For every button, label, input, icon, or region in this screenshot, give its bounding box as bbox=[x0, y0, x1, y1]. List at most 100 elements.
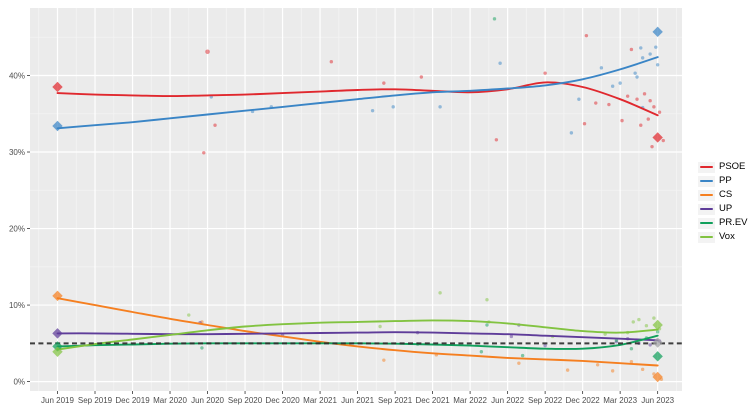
election-marker-start-psoe bbox=[52, 81, 63, 93]
scatter-point-pp bbox=[391, 105, 395, 109]
scatter-point-pp bbox=[635, 75, 639, 79]
series-line-psoe bbox=[56, 81, 659, 117]
scatter-point-vox bbox=[378, 324, 382, 329]
scatter-point-pp bbox=[438, 105, 442, 109]
legend-label-pp: PP bbox=[719, 175, 732, 186]
scatter-point-pp bbox=[599, 66, 604, 70]
scatter-point-psoe bbox=[646, 117, 650, 121]
legend-label-up: UP bbox=[719, 203, 733, 214]
scatter-point-psoe bbox=[594, 101, 598, 105]
scatter-point-up bbox=[509, 334, 514, 339]
scatter-point-pr.ev bbox=[200, 346, 204, 350]
scatter-point-psoe bbox=[382, 81, 386, 85]
scatter-point-cs bbox=[382, 358, 386, 362]
scatter-point-psoe bbox=[620, 118, 624, 123]
scatter-point-pp bbox=[633, 71, 637, 75]
scatter-point-pr.ev bbox=[479, 350, 484, 354]
scatter-point-psoe bbox=[635, 97, 639, 101]
series-line-up bbox=[56, 331, 659, 342]
election-marker-end-psoe bbox=[652, 132, 663, 143]
scatter-point-cs bbox=[595, 363, 600, 367]
scatter-point-pp bbox=[610, 84, 615, 88]
series-line-vox bbox=[56, 319, 659, 351]
scatter-point-psoe bbox=[648, 99, 652, 103]
scatter-point-cs bbox=[517, 361, 521, 365]
legend-item-pp: PP bbox=[698, 175, 748, 187]
scatter-point-psoe bbox=[607, 102, 611, 107]
x-axis-label: Dec 2021 bbox=[415, 396, 450, 405]
scatter-point-pp bbox=[498, 61, 502, 65]
x-axis-label: Sep 2019 bbox=[78, 396, 113, 405]
scatter-point-cs bbox=[640, 367, 645, 372]
x-axis-label: Mar 2020 bbox=[153, 396, 187, 405]
election-marker-start-up bbox=[52, 328, 63, 339]
x-axis-label: Mar 2021 bbox=[303, 396, 337, 405]
series-line-cs bbox=[56, 297, 659, 367]
election-marker-end-up bbox=[652, 337, 663, 348]
legend-item-pr.ev: PR.EV bbox=[698, 217, 748, 229]
election-marker-end-vox bbox=[652, 319, 663, 331]
scatter-point-pr.ev bbox=[655, 330, 660, 334]
legend-swatch-icon bbox=[700, 179, 713, 183]
scatter-point-vox bbox=[187, 313, 191, 317]
legend: PSOE PP CS UP PR.EV Vox bbox=[698, 161, 748, 243]
scatter-point-pr.ev bbox=[520, 353, 525, 358]
x-axis-label: Sep 2021 bbox=[378, 396, 413, 405]
y-axis-label: 20% bbox=[9, 224, 25, 233]
scatter-point-pr.ev bbox=[629, 346, 634, 351]
scatter-point-pp bbox=[569, 131, 574, 135]
y-axis-label: 30% bbox=[9, 148, 25, 157]
scatter-point-vox bbox=[438, 291, 442, 295]
scatter-point-psoe bbox=[639, 123, 643, 127]
y-axis-label: 40% bbox=[9, 71, 25, 80]
scatter-point-psoe bbox=[584, 33, 589, 38]
scatter-point-cs bbox=[565, 368, 570, 372]
scatter-point-pp bbox=[648, 52, 652, 56]
legend-swatch-icon bbox=[700, 193, 713, 197]
scatter-point-psoe bbox=[213, 123, 217, 127]
scatter-point-pp bbox=[370, 108, 375, 113]
legend-swatch-icon bbox=[700, 235, 713, 239]
election-marker-end-pp bbox=[652, 26, 663, 38]
election-marker-end-cs bbox=[652, 371, 663, 383]
x-axis-label: Sep 2020 bbox=[228, 396, 263, 405]
scatter-point-psoe bbox=[494, 138, 499, 142]
legend-key-pp bbox=[698, 175, 715, 187]
x-axis-label: Dec 2019 bbox=[115, 396, 150, 405]
scatter-point-cs bbox=[629, 360, 634, 364]
x-axis-label: Dec 2020 bbox=[265, 396, 300, 405]
scatter-point-vox bbox=[485, 298, 489, 302]
x-axis-label: Sep 2022 bbox=[528, 396, 563, 405]
x-axis-label: Mar 2022 bbox=[453, 396, 487, 405]
election-marker-start-pr.ev bbox=[52, 341, 63, 352]
election-marker-start-vox bbox=[52, 346, 63, 357]
x-axis-label: Jun 2021 bbox=[341, 396, 374, 405]
x-axis-label: Jun 2022 bbox=[491, 396, 524, 405]
scatter-point-psoe bbox=[543, 71, 547, 75]
scatter-point-psoe bbox=[650, 144, 654, 149]
scatter-point-pp bbox=[639, 46, 643, 50]
legend-item-cs: CS bbox=[698, 189, 748, 201]
scatter-point-psoe bbox=[329, 60, 334, 64]
x-axis-label: Mar 2023 bbox=[603, 396, 637, 405]
legend-key-cs bbox=[698, 189, 715, 201]
legend-swatch-icon bbox=[700, 207, 713, 211]
legend-swatch-icon bbox=[700, 165, 713, 169]
x-axis-label: Jun 2023 bbox=[641, 396, 674, 405]
legend-item-vox: Vox bbox=[698, 231, 748, 243]
legend-key-up bbox=[698, 203, 715, 215]
election-marker-start-cs bbox=[52, 290, 63, 302]
scatter-point-pp bbox=[640, 56, 645, 60]
election-marker-end-pr.ev bbox=[652, 351, 663, 362]
scatter-point-psoe bbox=[202, 151, 206, 155]
plot-panel bbox=[30, 8, 682, 391]
x-axis-label: Jun 2019 bbox=[41, 396, 74, 405]
scatter-point-psoe bbox=[625, 94, 630, 98]
scatter-point-psoe bbox=[661, 138, 665, 143]
y-axis-label: 0% bbox=[13, 377, 25, 386]
scatter-point-psoe bbox=[205, 49, 210, 55]
legend-item-up: UP bbox=[698, 203, 748, 215]
legend-key-psoe bbox=[698, 161, 715, 173]
